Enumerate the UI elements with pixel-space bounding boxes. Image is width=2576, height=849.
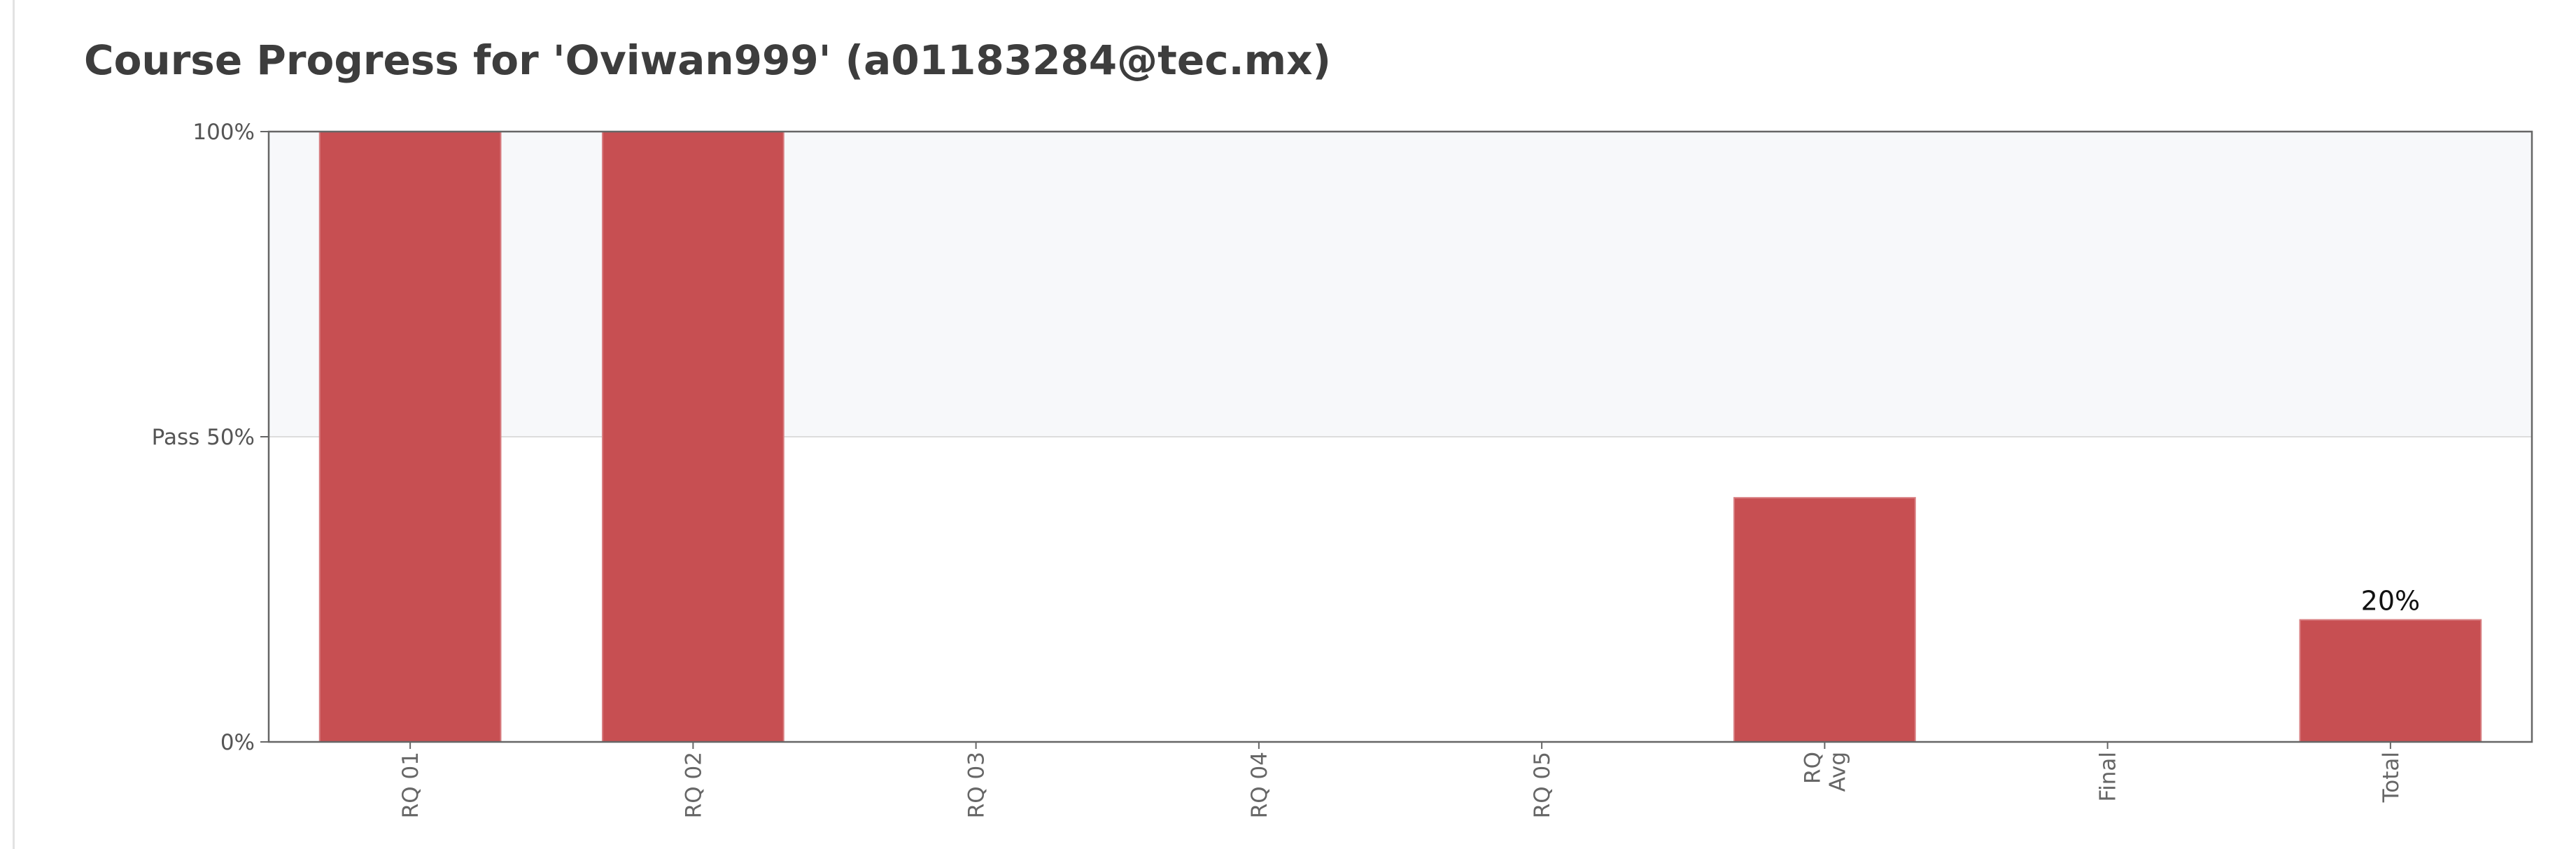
y-tick-label: 0% <box>220 730 255 755</box>
x-category-label: RQ Avg <box>1800 752 1850 792</box>
x-category-label-line: RQ 01 <box>398 752 423 818</box>
x-category-label-line: RQ <box>1800 752 1825 784</box>
bar-total <box>2299 619 2482 743</box>
data-labels: 20% <box>2361 586 2420 617</box>
x-category-label-line: Final <box>2096 752 2121 801</box>
bar-rq-01 <box>318 131 502 743</box>
x-category-label: RQ 05 <box>1530 752 1555 818</box>
y-tick-label: 100% <box>192 120 255 145</box>
y-axis: 0% Pass 50% 100% <box>152 120 269 755</box>
x-category-label-line: RQ 03 <box>964 752 990 818</box>
x-category-label-line: Avg <box>1825 752 1850 792</box>
x-category-label-line: RQ 05 <box>1530 752 1555 818</box>
bar-rq-02 <box>602 131 784 743</box>
y-tick-label: Pass 50% <box>152 425 255 450</box>
x-category-label: RQ 04 <box>1247 752 1272 818</box>
x-category-label: Total <box>2379 752 2404 803</box>
bars-layer <box>318 131 2482 743</box>
x-axis: RQ 01 RQ 02 RQ 03 RQ 04 RQ 05 RQ Avg Final Total <box>398 742 2404 818</box>
x-category-label-line: RQ 02 <box>681 752 706 818</box>
bar-value-label: 20% <box>2361 586 2420 617</box>
x-category-label: Final <box>2096 752 2121 801</box>
x-category-label: RQ 03 <box>964 752 990 818</box>
bar-rq-avg <box>1733 497 1916 743</box>
page-left-border <box>13 0 15 849</box>
page-title: Course Progress for 'Oviwan999' (a011832… <box>84 36 1331 84</box>
x-category-label: RQ 01 <box>398 752 423 818</box>
x-category-label-line: RQ 04 <box>1247 752 1272 818</box>
x-category-label-line: Total <box>2379 752 2404 803</box>
x-category-label: RQ 02 <box>681 752 706 818</box>
